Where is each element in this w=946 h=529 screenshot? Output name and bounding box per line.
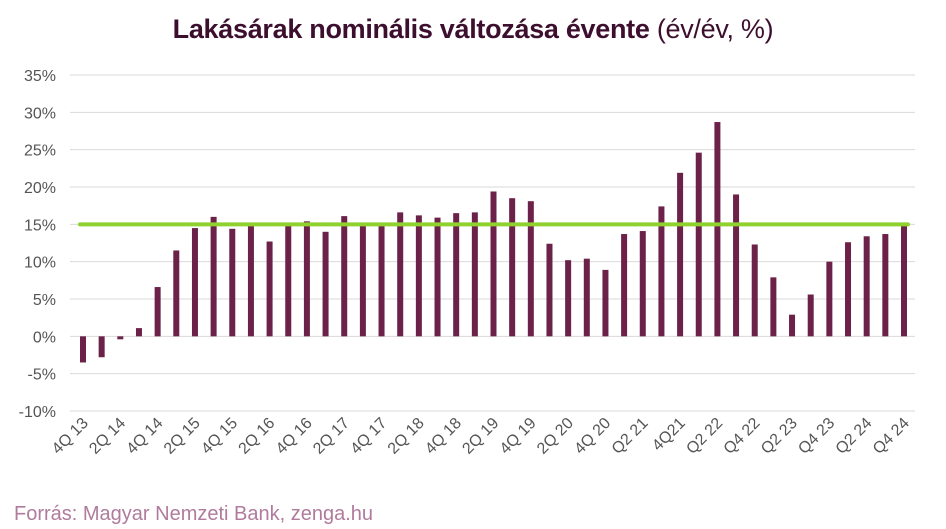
x-tick-label: 4Q 14 [124, 415, 167, 458]
bar [658, 206, 665, 337]
source-note: Forrás: Magyar Nemzeti Bank, zenga.hu [14, 503, 374, 525]
bar [415, 215, 422, 337]
chart-title-main: Lakásárak nominális változása évente [172, 14, 650, 44]
bar [80, 336, 86, 363]
bar [117, 336, 124, 340]
x-tick-label: 2Q 20 [534, 415, 577, 458]
bar [191, 228, 198, 337]
bar [770, 277, 777, 337]
bar [509, 198, 516, 337]
bar [98, 336, 105, 358]
bar [583, 258, 590, 337]
bar [285, 225, 292, 337]
bar [826, 261, 833, 337]
bar [229, 228, 236, 337]
x-tick-label: Q2 24 [833, 415, 876, 458]
bar [378, 225, 385, 337]
bar [863, 236, 870, 337]
bar [789, 314, 796, 337]
bar [210, 216, 217, 337]
bar [845, 242, 852, 337]
x-tick-label: 2Q 17 [310, 415, 353, 458]
bar [639, 231, 646, 337]
x-tick-label: 4Q 20 [571, 415, 614, 458]
y-tick-label: 5% [33, 292, 56, 309]
x-tick-label: Q2 23 [758, 415, 801, 458]
bar [359, 225, 366, 337]
chart-title: Lakásárak nominális változása évente (év… [0, 14, 946, 45]
bar [695, 152, 702, 337]
x-tick-label: 4Q21 [649, 415, 689, 455]
bar [303, 221, 310, 337]
y-tick-label: 35% [24, 68, 56, 85]
x-tick-label: 2Q 14 [86, 415, 129, 458]
y-tick-label: 10% [24, 255, 56, 272]
bar [173, 250, 180, 337]
bar [434, 217, 441, 337]
bar [621, 234, 628, 337]
y-tick-label: -5% [28, 367, 56, 384]
y-tick-label: -10% [19, 404, 56, 421]
x-tick-label: 2Q 15 [161, 415, 204, 458]
x-tick-label: 4Q 19 [497, 415, 540, 458]
x-tick-label: 4Q 17 [348, 415, 391, 458]
x-tick-label: Q2 22 [683, 415, 726, 458]
bar [341, 216, 348, 337]
y-tick-label: 30% [24, 105, 56, 122]
bar [565, 260, 572, 337]
bar [714, 122, 721, 337]
x-tick-label: 4Q 15 [198, 415, 241, 458]
bar [471, 212, 478, 337]
bar [490, 191, 497, 337]
bar [397, 212, 404, 337]
x-tick-label: 4Q 18 [422, 415, 465, 458]
chart-title-suffix: (év/év, %) [656, 14, 774, 44]
bar [733, 194, 740, 337]
y-tick-label: 15% [24, 217, 56, 234]
y-tick-label: 20% [24, 180, 56, 197]
bar [882, 234, 889, 337]
x-tick-label: Q4 22 [721, 415, 764, 458]
bar [154, 287, 161, 337]
y-tick-label: 0% [33, 329, 56, 346]
bar [247, 225, 254, 337]
x-tick-label: 2Q 18 [385, 415, 428, 458]
bar [546, 243, 553, 337]
bar [677, 172, 684, 337]
x-tick-label: Q4 24 [870, 415, 913, 458]
bar [453, 213, 460, 337]
bar [751, 244, 758, 337]
x-tick-label: 2Q 16 [236, 415, 279, 458]
bar [135, 328, 142, 337]
x-tick-label: 4Q 16 [273, 415, 316, 458]
bar [602, 269, 609, 337]
bar [807, 294, 814, 337]
x-tick-label: 4Q 13 [49, 415, 92, 458]
bar [527, 201, 534, 337]
bar [266, 241, 273, 337]
y-tick-label: 25% [24, 143, 56, 160]
bar [322, 231, 329, 337]
x-tick-label: Q2 21 [609, 415, 652, 458]
x-tick-label: Q4 23 [795, 415, 838, 458]
x-tick-label: 2Q 19 [459, 415, 502, 458]
bar [901, 224, 907, 337]
